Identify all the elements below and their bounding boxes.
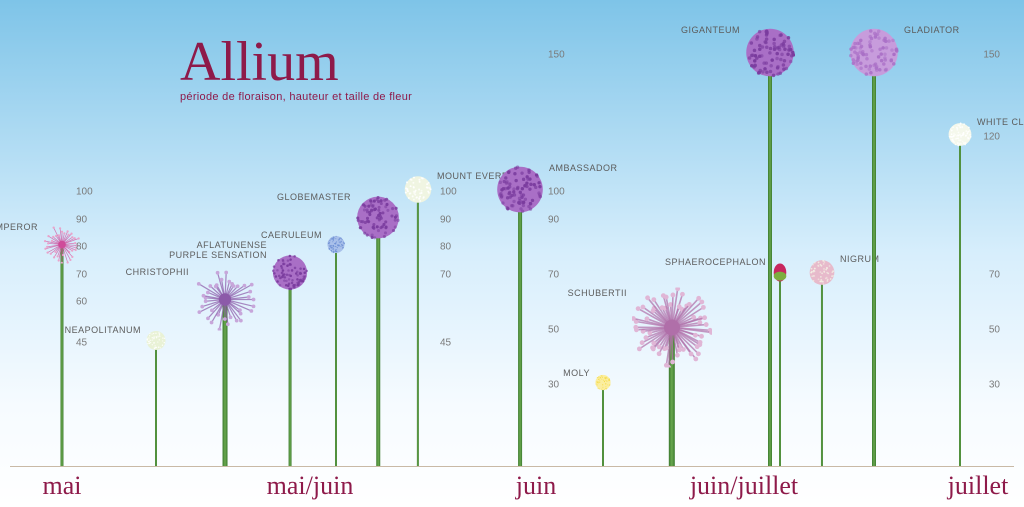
axis-tick: 100 bbox=[548, 187, 565, 198]
flower-head-icon bbox=[272, 254, 308, 290]
flower-label: CHRISTOPHII bbox=[126, 267, 189, 277]
allium-chart: EARLY EMPERORNEAPOLITANUMCHRISTOPHIIAFLA… bbox=[0, 0, 1024, 507]
flower-label: GLOBEMASTER bbox=[277, 192, 351, 202]
axis-tick: 70 bbox=[440, 269, 451, 280]
period-label: juillet bbox=[948, 471, 1009, 501]
flower-head bbox=[948, 123, 972, 152]
stem bbox=[768, 55, 772, 468]
flower-label: MOLY bbox=[563, 368, 590, 378]
flower-head-icon bbox=[146, 331, 166, 351]
flower-head-icon bbox=[632, 287, 712, 367]
period-label: juin/juillet bbox=[690, 471, 798, 501]
ground-line bbox=[10, 466, 1014, 467]
flower: SCHUBERTII bbox=[671, 330, 673, 468]
flower-head-icon bbox=[849, 27, 899, 77]
flower: GLADIATOR bbox=[873, 55, 875, 468]
flower-label: GLADIATOR bbox=[904, 25, 960, 35]
period-label: mai/juin bbox=[267, 471, 354, 501]
stem bbox=[518, 192, 522, 467]
stem bbox=[779, 275, 781, 468]
axis-tick: 30 bbox=[989, 379, 1000, 390]
flower: GLOBEMASTER bbox=[377, 220, 379, 468]
stem bbox=[155, 343, 157, 467]
axis-tick: 80 bbox=[440, 242, 451, 253]
flower: NEAPOLITANUM bbox=[155, 343, 157, 467]
period-label: juin bbox=[516, 471, 556, 501]
stem bbox=[335, 247, 337, 467]
axis-tick: 150 bbox=[983, 49, 1000, 60]
period-label: mai bbox=[43, 471, 82, 501]
flower-head bbox=[356, 195, 400, 244]
stem bbox=[417, 192, 419, 467]
flower-head bbox=[809, 259, 835, 290]
flower-label: WHITE CLOUD bbox=[977, 117, 1024, 127]
stem bbox=[872, 55, 876, 468]
flower-head bbox=[194, 269, 256, 336]
axis-tick: 90 bbox=[76, 214, 87, 225]
axis-tick: 50 bbox=[989, 324, 1000, 335]
stem bbox=[602, 385, 604, 468]
stem bbox=[959, 137, 961, 467]
axis-tick: 90 bbox=[548, 214, 559, 225]
axis-tick: 70 bbox=[548, 269, 559, 280]
flower-head bbox=[745, 27, 795, 82]
axis-tick: 150 bbox=[548, 49, 565, 60]
axis-tick: 45 bbox=[76, 338, 87, 349]
flower: MOLY bbox=[602, 385, 604, 468]
axis-tick: 30 bbox=[548, 379, 559, 390]
flower-label: AMBASSADOR bbox=[549, 163, 618, 173]
flower-head-icon bbox=[404, 176, 432, 204]
axis-tick: 50 bbox=[548, 324, 559, 335]
flower-head-icon bbox=[771, 263, 789, 281]
flower-head bbox=[849, 27, 899, 82]
flower-head bbox=[272, 254, 308, 295]
flower: CHRISTOPHII bbox=[224, 302, 226, 467]
axis-tick: 80 bbox=[76, 242, 87, 253]
flower-head-icon bbox=[327, 236, 345, 254]
flower: CAERULEUM bbox=[335, 247, 337, 467]
flower-head bbox=[404, 176, 432, 209]
flower-head-icon bbox=[356, 195, 400, 239]
flower-head-icon bbox=[595, 374, 611, 390]
flower-head-icon bbox=[194, 269, 256, 331]
flower: GIGANTEUM bbox=[769, 55, 771, 468]
flower: AFLATUNENSEPURPLE SENSATION bbox=[289, 275, 291, 468]
flower-head-icon bbox=[496, 166, 544, 214]
stem bbox=[289, 275, 292, 468]
flower: SPHAEROCEPHALON bbox=[779, 275, 781, 468]
flower: MOUNT EVEREST bbox=[417, 192, 419, 467]
flower-label: EARLY EMPEROR bbox=[0, 222, 38, 232]
stem bbox=[821, 275, 823, 468]
flower: WHITE CLOUD bbox=[959, 137, 961, 467]
flower-head bbox=[632, 287, 712, 372]
axis-tick: 45 bbox=[440, 338, 451, 349]
flower-label: CAERULEUM bbox=[261, 230, 322, 240]
axis-tick: 120 bbox=[983, 132, 1000, 143]
axis-tick: 100 bbox=[76, 187, 93, 198]
flower-head-icon bbox=[745, 27, 795, 77]
flower-label: NEAPOLITANUM bbox=[65, 325, 141, 335]
flower-label: SCHUBERTII bbox=[568, 288, 627, 298]
axis-tick: 70 bbox=[989, 269, 1000, 280]
flower: AMBASSADOR bbox=[519, 192, 521, 467]
flower-label: SPHAEROCEPHALON bbox=[665, 257, 766, 267]
stem bbox=[60, 247, 63, 467]
axis-tick: 90 bbox=[440, 214, 451, 225]
axis-tick: 70 bbox=[76, 269, 87, 280]
flower-label: GIGANTEUM bbox=[681, 25, 740, 35]
flower-head bbox=[146, 331, 166, 356]
flower: EARLY EMPEROR bbox=[61, 247, 63, 467]
flower-label: AFLATUNENSEPURPLE SENSATION bbox=[169, 240, 267, 260]
axis-tick: 60 bbox=[76, 297, 87, 308]
flower-head bbox=[496, 166, 544, 219]
axis-tick: 100 bbox=[440, 187, 457, 198]
flower-head bbox=[595, 374, 611, 395]
flower-head bbox=[327, 236, 345, 259]
flower: NIGRUM bbox=[821, 275, 823, 468]
flower-head-icon bbox=[809, 259, 835, 285]
stem bbox=[376, 220, 380, 468]
flower-head bbox=[771, 263, 789, 286]
flower-head-icon bbox=[948, 123, 972, 147]
